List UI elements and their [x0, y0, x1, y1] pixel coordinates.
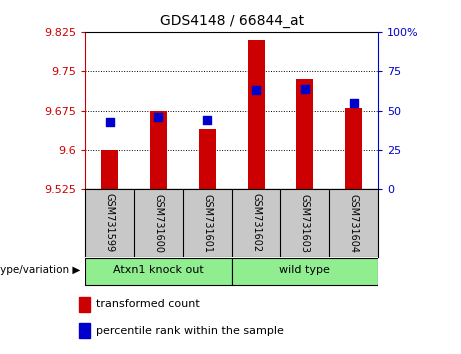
Text: genotype/variation ▶: genotype/variation ▶ [0, 265, 81, 275]
Point [106, 119, 113, 125]
Point [350, 100, 357, 105]
Text: GSM731603: GSM731603 [300, 194, 310, 252]
Bar [79, 323, 90, 338]
FancyBboxPatch shape [231, 258, 378, 285]
Text: GSM731604: GSM731604 [349, 194, 359, 252]
Text: transformed count: transformed count [96, 299, 200, 309]
Text: GSM731601: GSM731601 [202, 194, 212, 252]
Point [252, 87, 260, 93]
Text: Atxn1 knock out: Atxn1 knock out [113, 265, 204, 275]
Text: GSM731600: GSM731600 [154, 194, 164, 252]
Text: GSM731599: GSM731599 [105, 193, 115, 253]
Bar [296, 79, 313, 189]
Point [204, 117, 211, 123]
Point [301, 86, 308, 91]
Bar [150, 110, 167, 189]
Text: percentile rank within the sample: percentile rank within the sample [96, 326, 284, 336]
Bar [101, 150, 118, 189]
Bar [199, 129, 216, 189]
Text: wild type: wild type [279, 265, 330, 275]
Title: GDS4148 / 66844_at: GDS4148 / 66844_at [160, 14, 304, 28]
Bar [79, 297, 90, 312]
Bar [248, 40, 265, 189]
Text: GSM731602: GSM731602 [251, 193, 261, 253]
Point [155, 114, 162, 120]
Bar [345, 108, 362, 189]
FancyBboxPatch shape [85, 258, 231, 285]
